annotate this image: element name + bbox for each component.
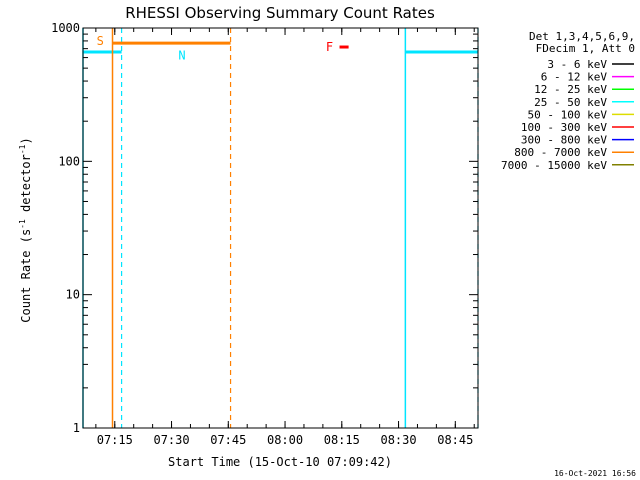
x-axis-label: Start Time (15-Oct-10 07:09:42) <box>168 455 392 469</box>
plot-area: S N F <box>83 28 479 428</box>
y-axis-label: Count Rate (s-1 detector-1) <box>18 137 33 322</box>
y-tick-label: 1000 <box>51 21 80 35</box>
legend-label: 800 - 7000 keV <box>514 146 607 159</box>
legend-label: 12 - 25 keV <box>534 83 607 96</box>
y-tick-label: 1 <box>73 421 80 435</box>
x-tick-label: 08:30 <box>380 433 416 447</box>
legend-label: 7000 - 15000 keV <box>501 159 607 172</box>
legend-header-line-2: FDecim 1, Att 0 <box>536 42 635 55</box>
legend-label: 3 - 6 keV <box>547 58 607 71</box>
legend-label: 50 - 100 keV <box>528 108 608 121</box>
y-tick-label: 100 <box>58 154 80 168</box>
x-tick-label: 07:30 <box>153 433 189 447</box>
x-tick-label: 07:45 <box>210 433 246 447</box>
legend-label: 100 - 300 keV <box>521 121 607 134</box>
chart-title: RHESSI Observing Summary Count Rates <box>125 4 435 22</box>
legend-label: 6 - 12 keV <box>541 71 608 84</box>
legend-header-line-1: Det 1,3,4,5,6,9, <box>529 30 635 43</box>
x-tick-label: 08:45 <box>437 433 473 447</box>
x-tick-label: 08:15 <box>324 433 360 447</box>
x-tick-label: 07:15 <box>97 433 133 447</box>
y-tick-label: 10 <box>66 288 80 302</box>
night-label: N <box>178 49 185 63</box>
footer-date: 16-Oct-2021 16:56 <box>554 469 636 478</box>
legend-label: 25 - 50 keV <box>534 96 607 109</box>
x-tick-label: 08:00 <box>267 433 303 447</box>
plot-frame <box>82 27 479 429</box>
legend-label: 300 - 800 keV <box>521 134 607 147</box>
axes: 07:15 07:30 07:45 08:00 08:15 08:30 08:45 1000 1… <box>51 21 478 447</box>
saa-label: S <box>97 34 104 48</box>
flare-label: F <box>326 40 333 54</box>
